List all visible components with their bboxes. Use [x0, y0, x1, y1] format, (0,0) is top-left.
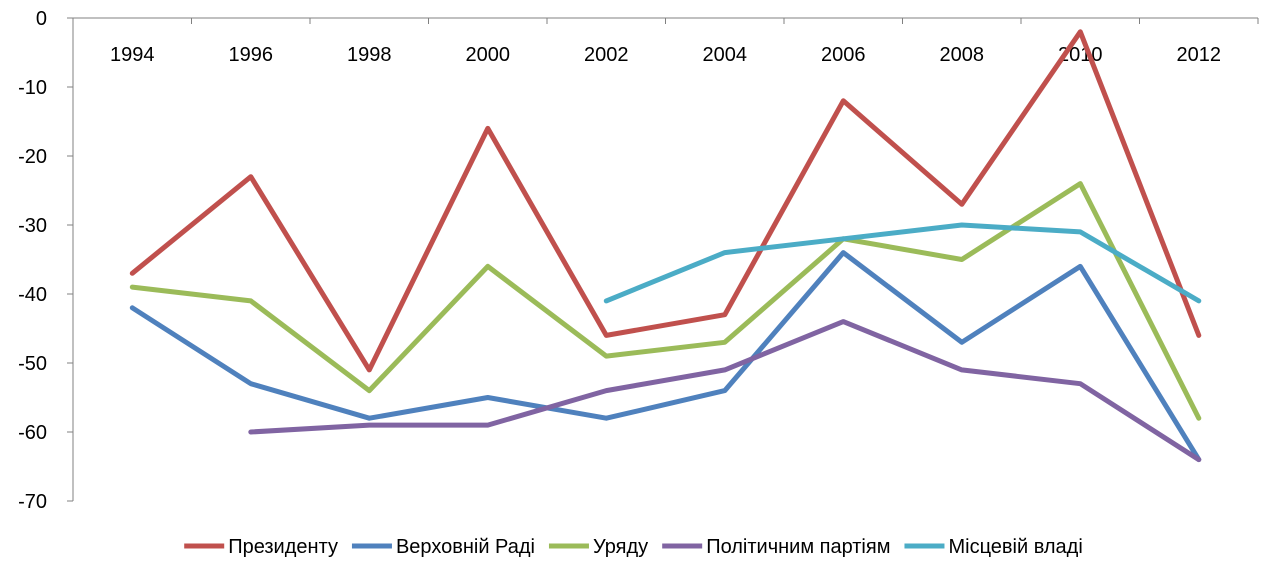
x-tick-label: 2004	[703, 44, 748, 66]
legend: Президенту Верховній Раді Уряду Політичним …	[184, 536, 1083, 558]
legend-item-1: Верховній Раді	[352, 536, 535, 558]
y-tick-label: 0	[36, 8, 47, 30]
x-axis: 1994 1996 1998 2000 2002 2004 2006 2008 2010 2012	[73, 18, 1258, 66]
y-tick-label: -50	[18, 353, 47, 375]
legend-label: Політичним партіям	[706, 536, 890, 558]
x-tick-label: 2012	[1177, 44, 1222, 66]
legend-label: Президенту	[228, 536, 338, 558]
series-line-2	[132, 184, 1199, 419]
series-line-4	[606, 225, 1199, 301]
y-tick-label: -70	[18, 491, 47, 513]
y-tick-label: -20	[18, 146, 47, 168]
y-tick-label: -10	[18, 77, 47, 99]
legend-item-4: Місцевій владі	[904, 536, 1082, 558]
series-line-0	[132, 32, 1199, 370]
x-tick-label: 1994	[110, 44, 155, 66]
y-axis: 0 -10 -20 -30 -40 -50 -60 -70	[18, 8, 73, 513]
y-tick-label: -60	[18, 422, 47, 444]
legend-item-3: Політичним партіям	[662, 536, 890, 558]
x-tick-label: 2000	[466, 44, 511, 66]
x-tick-label: 1998	[347, 44, 392, 66]
x-tick-label: 1996	[229, 44, 274, 66]
series-layer	[132, 32, 1199, 460]
legend-label: Верховній Раді	[396, 536, 535, 558]
x-tick-label: 2002	[584, 44, 629, 66]
y-tick-label: -30	[18, 215, 47, 237]
legend-label: Місцевій владі	[948, 536, 1082, 558]
x-tick-label: 2008	[940, 44, 985, 66]
legend-label: Уряду	[593, 536, 648, 558]
legend-item-2: Уряду	[549, 536, 648, 558]
x-tick-label: 2006	[821, 44, 866, 66]
y-tick-label: -40	[18, 284, 47, 306]
legend-item-0: Президенту	[184, 536, 338, 558]
